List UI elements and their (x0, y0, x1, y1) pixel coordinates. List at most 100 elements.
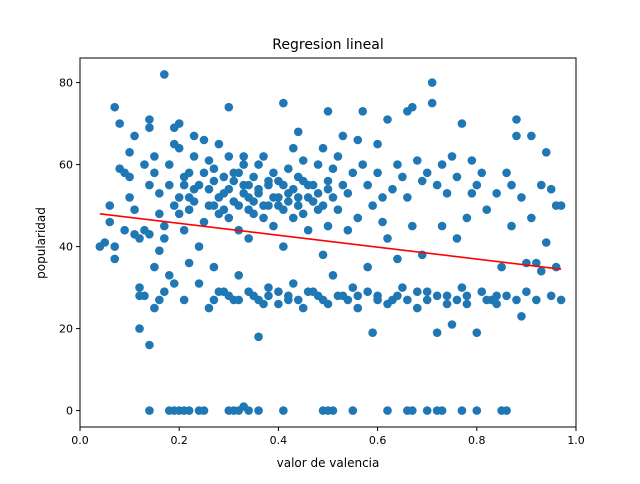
data-point (412, 156, 422, 165)
data-point (150, 303, 159, 313)
data-point (169, 201, 179, 210)
data-point (184, 406, 194, 415)
data-point (199, 406, 209, 415)
data-point (279, 406, 288, 415)
data-point (318, 143, 328, 153)
data-point (373, 139, 382, 149)
data-point (189, 152, 199, 161)
data-point (293, 201, 303, 210)
data-point (105, 201, 115, 210)
data-point (209, 176, 219, 186)
regression-line-layer (99, 213, 562, 270)
data-point (437, 406, 447, 415)
data-point (467, 189, 477, 198)
data-point (100, 238, 110, 247)
data-point (482, 295, 492, 305)
data-point (323, 221, 333, 231)
data-point (189, 184, 199, 194)
data-point (254, 184, 263, 194)
data-point (254, 406, 263, 415)
data-point (179, 295, 189, 305)
data-point (422, 406, 432, 415)
data-point (214, 287, 224, 297)
data-point (303, 225, 313, 235)
data-point (417, 176, 427, 186)
data-point (546, 291, 556, 301)
data-point (150, 152, 159, 161)
data-point (254, 332, 263, 342)
data-point (135, 283, 144, 292)
data-point (184, 258, 194, 268)
data-point (353, 213, 363, 223)
data-point (174, 143, 184, 153)
data-point (328, 271, 338, 280)
data-point (551, 262, 561, 272)
data-point (209, 262, 219, 272)
y-tick-label: 60 (59, 159, 73, 172)
data-point (130, 205, 139, 214)
data-point (457, 119, 467, 128)
data-point (120, 225, 129, 235)
data-point (135, 324, 144, 333)
data-point (164, 271, 174, 280)
data-point (179, 225, 189, 235)
data-point (125, 172, 134, 182)
data-point (328, 406, 338, 415)
data-point (254, 160, 263, 169)
data-point (219, 205, 229, 214)
data-point (259, 201, 268, 210)
data-point (160, 221, 169, 231)
data-point (512, 295, 521, 305)
data-point (541, 148, 551, 157)
data-point (288, 213, 298, 223)
data-point (472, 328, 482, 338)
data-point (130, 131, 139, 141)
data-point (293, 127, 303, 137)
data-point (150, 168, 159, 178)
data-point (284, 197, 293, 206)
data-point (427, 78, 437, 87)
data-point (358, 107, 368, 116)
data-point (403, 193, 412, 202)
data-point (204, 201, 214, 210)
data-point (214, 193, 224, 202)
data-point (323, 176, 333, 186)
data-point (234, 295, 244, 305)
data-point (432, 180, 442, 190)
data-point (472, 180, 482, 190)
data-point (204, 184, 214, 194)
data-point (199, 217, 209, 227)
data-point (274, 299, 283, 309)
x-axis-ticks: 0.0 0.2 0.4 0.6 0.8 1.0 (71, 427, 585, 447)
data-point (145, 406, 154, 415)
data-point (269, 193, 278, 202)
data-point (155, 246, 164, 255)
data-point (254, 295, 263, 305)
data-point (249, 209, 258, 219)
data-point (264, 176, 273, 186)
data-point (541, 238, 551, 247)
data-point (214, 139, 224, 149)
data-point (239, 152, 248, 161)
data-point (412, 287, 422, 297)
data-point (422, 295, 432, 305)
data-point (522, 287, 531, 297)
data-point (343, 189, 353, 198)
data-point (224, 184, 234, 194)
data-point (313, 160, 323, 169)
data-point (353, 135, 363, 145)
data-point (442, 291, 452, 301)
data-point (318, 201, 328, 210)
data-point (279, 242, 288, 251)
data-point (303, 287, 313, 297)
x-tick-label: 1.0 (567, 434, 585, 447)
data-point (174, 209, 184, 219)
data-point (145, 230, 154, 239)
data-point (477, 168, 487, 178)
data-point (532, 295, 541, 305)
data-point (502, 406, 511, 415)
data-point (536, 180, 546, 190)
data-point (160, 234, 169, 243)
